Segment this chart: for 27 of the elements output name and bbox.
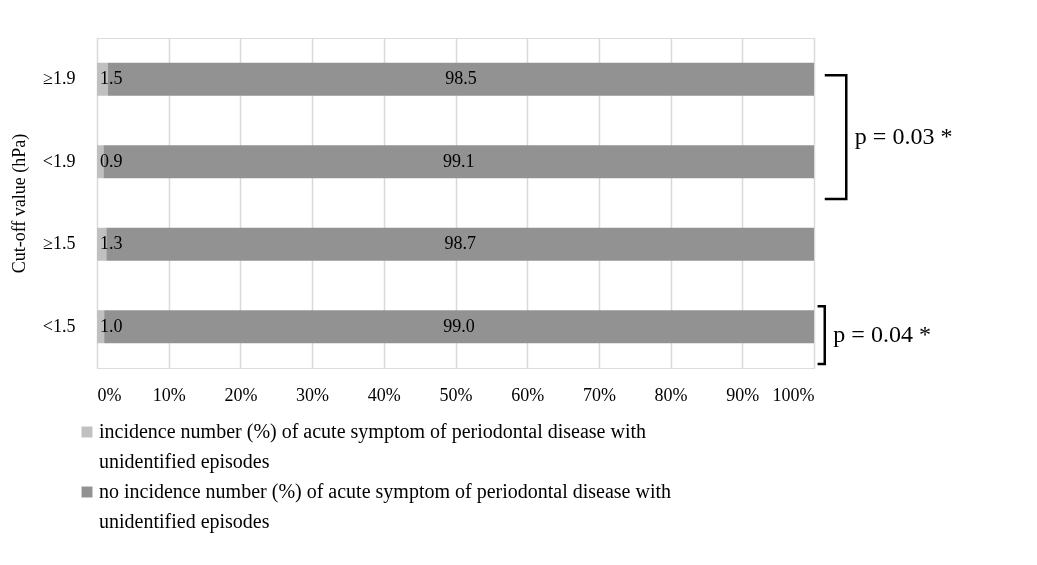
x-tick-label: 100% [772, 384, 815, 405]
x-tick-label: 40% [367, 384, 401, 405]
x-tick-label: 20% [224, 384, 258, 405]
x-tick-label: 10% [152, 384, 186, 405]
y-tick-label: ≥1.5 [43, 233, 76, 254]
x-tick-label: 50% [439, 384, 473, 405]
y-tick-label: <1.5 [42, 315, 76, 336]
data-label: 98.5 [445, 68, 477, 89]
data-label: 98.7 [444, 233, 476, 254]
x-tick-label: 70% [582, 384, 616, 405]
text: p = 0.04 * [833, 321, 931, 347]
data-label: 0.9 [100, 150, 123, 171]
data-label: 1.5 [100, 68, 123, 89]
data-label: 99.0 [443, 315, 475, 336]
y-tick-label: ≥1.9 [43, 68, 76, 89]
x-tick-label: 0% [97, 384, 122, 405]
x-tick-label: 30% [296, 384, 330, 405]
text: p = 0.03 * [854, 123, 953, 149]
x-tick-label: 60% [511, 384, 545, 405]
x-tick-label: 80% [654, 384, 688, 405]
data-label: 1.3 [100, 233, 123, 254]
x-tick-label: 90% [726, 384, 760, 405]
y-axis-title: Cut-off value (hPa) [8, 133, 30, 274]
data-label: 99.1 [442, 150, 475, 171]
legend-label: no incidence number (%) of acute symptom of periodontal disease with unidentified episodes [99, 480, 672, 533]
data-label: 1.0 [100, 315, 123, 336]
y-tick-label: <1.9 [42, 150, 76, 171]
